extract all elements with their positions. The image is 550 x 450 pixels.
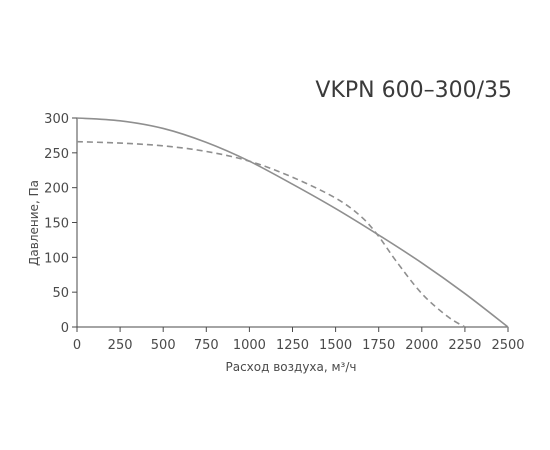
x-tick-label: 500: [151, 338, 176, 353]
y-tick-label: 300: [44, 112, 69, 127]
y-tick-label: 50: [52, 286, 69, 301]
x-tick-label: 1500: [319, 338, 352, 353]
x-ticks: 0 250 500 750 1000 1250 1500 1750 2000 2250 2500: [73, 327, 525, 353]
y-ticks: 0 50 100 150 200 250 300: [44, 112, 77, 336]
series-line-solid: [76, 117, 509, 328]
y-axis-label: Давление, Па: [27, 180, 41, 266]
x-tick-label: 1250: [276, 338, 309, 353]
y-tick-label: 0: [61, 321, 69, 336]
y-tick-label: 250: [44, 147, 69, 162]
x-tick-label: 1000: [233, 338, 266, 353]
x-tick-label: 1750: [362, 338, 395, 353]
x-tick-label: 2250: [448, 338, 481, 353]
x-tick-label: 750: [194, 338, 219, 353]
x-tick-label: 250: [108, 338, 133, 353]
x-tick-label: 2000: [405, 338, 438, 353]
x-tick-label: 2500: [491, 338, 524, 353]
y-tick-label: 150: [44, 217, 69, 232]
y-tick-label: 100: [44, 251, 69, 266]
series-line-dashed: [76, 140, 466, 328]
x-axis-label: Расход воздуха, м³/ч: [225, 360, 356, 374]
plot-series: [76, 117, 509, 328]
axes: 0 250 500 750 1000 1250 1500 1750 2000 2250 2500 0…: [44, 112, 524, 353]
y-tick-label: 200: [44, 182, 69, 197]
x-tick-label: 0: [73, 338, 81, 353]
chart-title: VKPN 600–300/35: [315, 78, 512, 103]
